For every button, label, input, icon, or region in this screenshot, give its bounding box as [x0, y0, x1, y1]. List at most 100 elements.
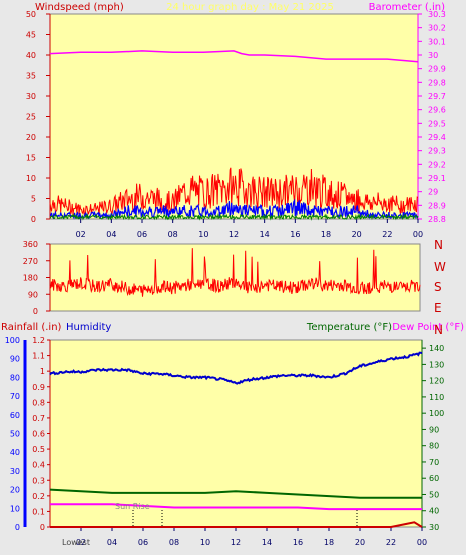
- temp-x-tick: 22: [386, 538, 396, 547]
- humidity-y-tick: 100: [5, 336, 20, 345]
- wind-x-tick: 16: [290, 230, 300, 239]
- temp-x-tick: 06: [138, 538, 148, 547]
- rainfall-series: [50, 521, 423, 528]
- rain-y-tick: 1: [40, 367, 45, 376]
- dir-y-tick: 180: [23, 274, 38, 283]
- baro-y-tick: 28.9: [428, 201, 446, 210]
- humidity-y-tick: 90: [10, 355, 20, 364]
- temp-x-tick: 00: [417, 538, 427, 547]
- wind-average-series: [49, 198, 419, 221]
- wind-low-series: [49, 213, 419, 221]
- dir-y-tick: 0: [33, 307, 38, 316]
- baro-y-tick: 29: [428, 188, 438, 197]
- rain-y-tick: 0.1: [32, 507, 45, 516]
- baro-y-tick: 30: [428, 51, 438, 60]
- temp-x-tick: 12: [231, 538, 241, 547]
- wind-y-tick: 50: [26, 10, 36, 19]
- compass-label: S: [434, 280, 442, 294]
- wind-y-tick: 40: [26, 51, 36, 60]
- temp-y-tick: 50: [429, 490, 439, 499]
- rain-y-tick: 0.2: [32, 492, 45, 501]
- wind-gust-series: [49, 167, 419, 217]
- rainfall-label: Rainfall (.in): [1, 322, 62, 333]
- wind-x-tick: 22: [382, 230, 392, 239]
- baro-y-tick: 29.5: [428, 119, 446, 128]
- direction-panel: [49, 243, 421, 312]
- temp-x-tick: 16: [293, 538, 303, 547]
- dir-y-tick: 360: [23, 240, 38, 249]
- wind-x-tick: 08: [168, 230, 178, 239]
- temp-y-tick: 120: [429, 377, 444, 386]
- humidity-y-tick: 70: [10, 392, 20, 401]
- wind-y-tick: 25: [26, 113, 36, 122]
- humidity-y-tick: 0: [15, 523, 20, 532]
- dir-y-tick: 270: [23, 257, 38, 266]
- rain-y-tick: 0: [40, 523, 45, 532]
- temp-y-tick: 130: [429, 360, 444, 369]
- humidity-y-tick: 80: [10, 373, 20, 382]
- temperature-series: [49, 488, 422, 499]
- wind-y-tick: 45: [26, 31, 36, 40]
- baro-y-tick: 29.2: [428, 160, 446, 169]
- baro-y-tick: 29.9: [428, 65, 446, 74]
- wind-x-tick: 18: [321, 230, 331, 239]
- wind-y-tick: 0: [31, 215, 36, 224]
- barometer-series: [49, 50, 419, 63]
- wind-x-tick: 20: [352, 230, 362, 239]
- rain-y-tick: 0.5: [32, 445, 45, 454]
- temperature-label: Temperature (°F): [306, 322, 392, 333]
- dewpoint-label: Dew Point (°F): [392, 322, 464, 333]
- temp-y-tick: 140: [429, 344, 444, 353]
- wind-x-tick: 14: [260, 230, 270, 239]
- humidity-y-tick: 50: [10, 430, 20, 439]
- sunrise-label: Sun Rise: [115, 502, 150, 511]
- temp-x-tick: 20: [355, 538, 365, 547]
- humidity-series: [49, 351, 423, 385]
- temperature-layer: 010203040506070809010000.10.20.30.40.50.…: [5, 336, 445, 547]
- wind-x-tick: 10: [198, 230, 208, 239]
- temp-y-tick: 30: [429, 523, 439, 532]
- wind-y-tick: 5: [31, 195, 36, 204]
- baro-y-tick: 30.3: [428, 10, 446, 19]
- wind-x-tick: 00: [413, 230, 423, 239]
- humidity-y-tick: 40: [10, 448, 20, 457]
- wind-x-tick: 04: [106, 230, 116, 239]
- compass-label: N: [434, 323, 443, 337]
- rain-y-tick: 0.6: [32, 430, 45, 439]
- humidity-label: Humidity: [66, 322, 111, 333]
- humidity-y-tick: 20: [10, 486, 20, 495]
- temp-y-tick: 80: [429, 442, 439, 451]
- wind-y-tick: 15: [26, 154, 36, 163]
- lowest-label: Lowest: [62, 538, 90, 547]
- temp-x-tick: 02: [76, 538, 86, 547]
- graph-title: 24 hour graph day : May 21 2025: [166, 2, 334, 13]
- rain-y-tick: 0.3: [32, 476, 45, 485]
- wind-y-tick: 30: [26, 92, 36, 101]
- barometer-label: Barometer (.in): [369, 2, 445, 13]
- rain-y-tick: 0.4: [32, 461, 45, 470]
- temp-x-tick: 10: [200, 538, 210, 547]
- temp-panel: [49, 339, 423, 528]
- wind-x-tick: 02: [76, 230, 86, 239]
- baro-y-tick: 29.7: [428, 92, 446, 101]
- rain-y-tick: 1.2: [32, 336, 45, 345]
- rain-y-tick: 0.7: [32, 414, 45, 423]
- temp-y-tick: 100: [429, 409, 444, 418]
- rain-y-tick: 0.9: [32, 383, 45, 392]
- temp-x-tick: 18: [324, 538, 334, 547]
- baro-y-tick: 29.8: [428, 78, 446, 87]
- temp-y-tick: 110: [429, 393, 444, 402]
- temp-x-tick: 14: [262, 538, 272, 547]
- temp-x-tick: 04: [107, 538, 117, 547]
- wind-y-tick: 10: [26, 174, 36, 183]
- wind-layer: 0 5 10 15 20 25 30 35 40 45 50 28.8 28.9 29 29.1 29.2 29…: [26, 10, 446, 239]
- rain-y-tick: 0.8: [32, 398, 45, 407]
- baro-y-tick: 29.1: [428, 174, 446, 183]
- baro-y-tick: 29.6: [428, 106, 446, 115]
- humidity-y-tick: 10: [10, 504, 20, 513]
- dewpoint-series: [50, 503, 422, 511]
- temp-x-tick: 08: [169, 538, 179, 547]
